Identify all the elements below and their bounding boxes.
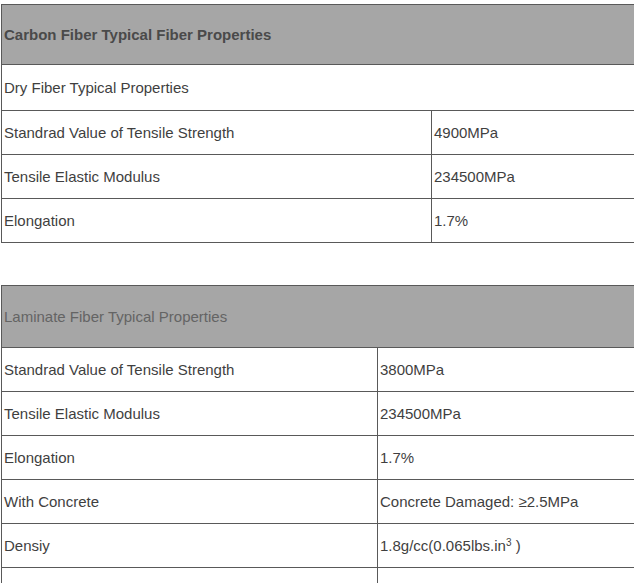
table-title: Laminate Fiber Typical Properties [2,286,634,348]
property-label-cell: Tensile Elastic Modulus [2,392,378,436]
table-row: Elongation 1.7% [2,436,634,480]
property-value-cell: 234500MPa [378,392,634,436]
density-value-superscript: 3 [506,537,512,548]
table-row: Standrad Value of Tensile Strength 4900M… [2,111,634,155]
density-value-post: ) [511,537,520,554]
table-title: Carbon Fiber Typical Fiber Properties [2,5,634,65]
property-label-cell: Elongation [2,199,432,243]
table-row: Standrad Value of Tensile Strength 3800M… [2,348,634,392]
property-label-cell: Elongation [2,436,378,480]
dry-fiber-properties-table: Carbon Fiber Typical Fiber Properties Dr… [1,4,634,243]
property-value-cell: 1.7% [378,436,634,480]
table-row: Elongation 1.7% [2,199,634,243]
property-value-cell: 4900MPa [432,111,634,155]
property-label-cell: Tensile Elastic Modulus [2,155,432,199]
table-subtitle: Dry Fiber Typical Properties [2,65,634,111]
property-value-cell: Concrete Damaged: ≥2.5MPa [378,480,634,524]
table-title-row: Laminate Fiber Typical Properties [2,286,634,348]
property-value-cell: 1.7% [432,199,634,243]
density-value-pre: 1.8g/cc(0.065lbs.in [380,537,506,554]
table-row: Tensile Elastic Modulus 234500MPa [2,392,634,436]
document-page: Carbon Fiber Typical Fiber Properties Dr… [0,0,634,583]
laminate-fiber-properties-table: Laminate Fiber Typical Properties Standr… [1,285,634,583]
property-value-cell: 3800MPa [378,348,634,392]
property-label-cell [2,568,378,583]
property-label-cell: Densiy [2,524,378,568]
property-label-cell: Standrad Value of Tensile Strength [2,111,432,155]
property-label-cell: Standrad Value of Tensile Strength [2,348,378,392]
table-subtitle-row: Dry Fiber Typical Properties [2,65,634,111]
table-row: Tensile Elastic Modulus 234500MPa [2,155,634,199]
table-row: With Concrete Concrete Damaged: ≥2.5MPa [2,480,634,524]
property-value-cell: 234500MPa [432,155,634,199]
table-row-partial [2,568,634,583]
table-title-row: Carbon Fiber Typical Fiber Properties [2,5,634,65]
property-label-cell: With Concrete [2,480,378,524]
table-row: Densiy 1.8g/cc(0.065lbs.in3 ) [2,524,634,568]
property-value-cell [378,568,634,583]
property-value-cell: 1.8g/cc(0.065lbs.in3 ) [378,524,634,568]
